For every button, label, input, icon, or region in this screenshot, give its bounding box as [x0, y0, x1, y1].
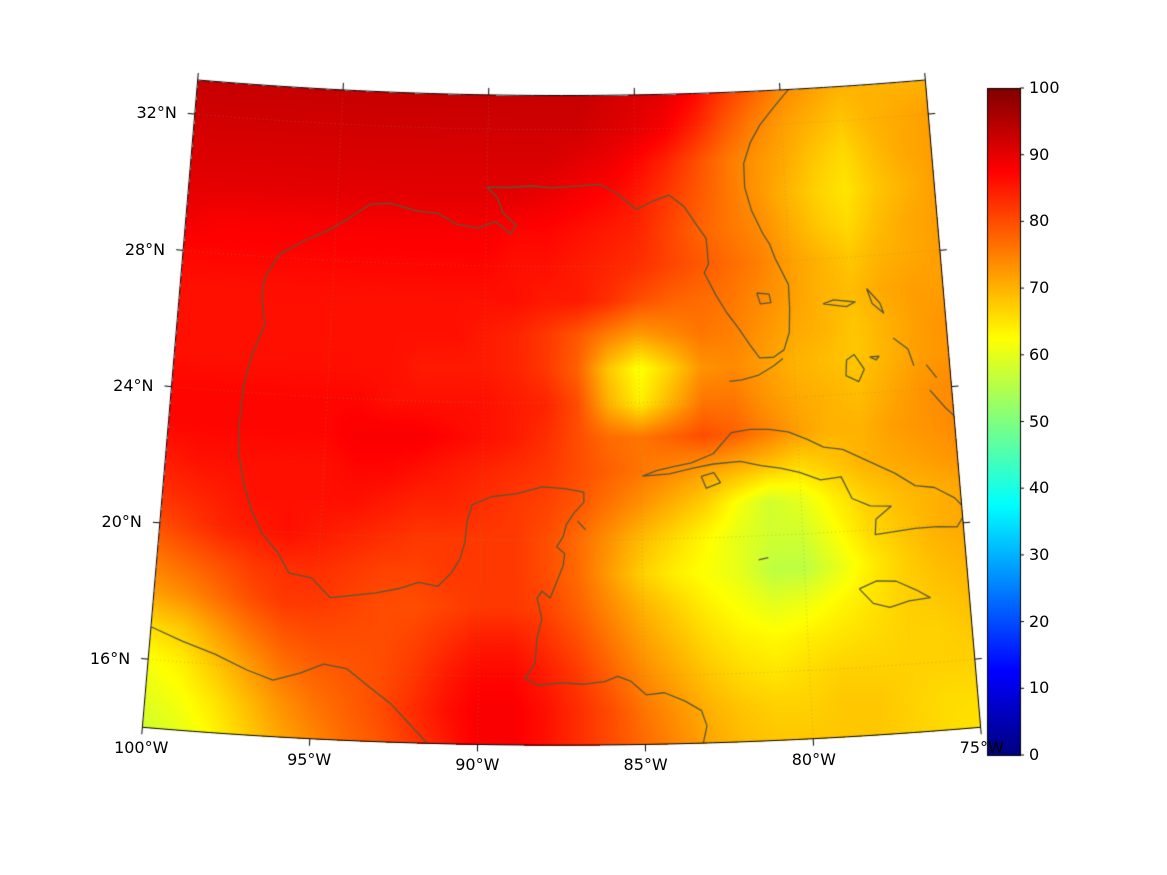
colorbar-tick-label: 10: [1029, 678, 1050, 698]
colorbar-tick-label: 50: [1029, 411, 1050, 431]
x-tick-label: 90°W: [455, 755, 500, 775]
colorbar-tick-label: 0: [1029, 745, 1040, 764]
y-tick-label: 32°N: [136, 103, 177, 123]
x-tick-label: 80°W: [791, 749, 836, 769]
y-tick-label: 24°N: [113, 376, 154, 395]
colorbar-tick-label: 90: [1029, 144, 1050, 164]
y-tick-label: 28°N: [124, 239, 166, 259]
colorbar-tick-label: 100: [1029, 78, 1060, 97]
x-tick-label: 85°W: [623, 755, 668, 775]
x-tick-label: 100°W: [114, 738, 169, 758]
colorbar-tick-label: 40: [1029, 478, 1050, 498]
colorbar-tick-label: 20: [1029, 611, 1050, 631]
y-tick-label: 20°N: [101, 512, 142, 532]
y-tick-label: 16°N: [89, 648, 131, 668]
x-tick-label: 95°W: [287, 749, 332, 769]
colorbar-tick-label: 60: [1029, 344, 1050, 364]
colorbar-tick-label: 30: [1029, 544, 1050, 564]
x-tick-label: 75°W: [959, 738, 1004, 758]
colorbar-tick-label: 80: [1029, 211, 1050, 231]
colorbar-tick-label: 70: [1029, 278, 1050, 298]
